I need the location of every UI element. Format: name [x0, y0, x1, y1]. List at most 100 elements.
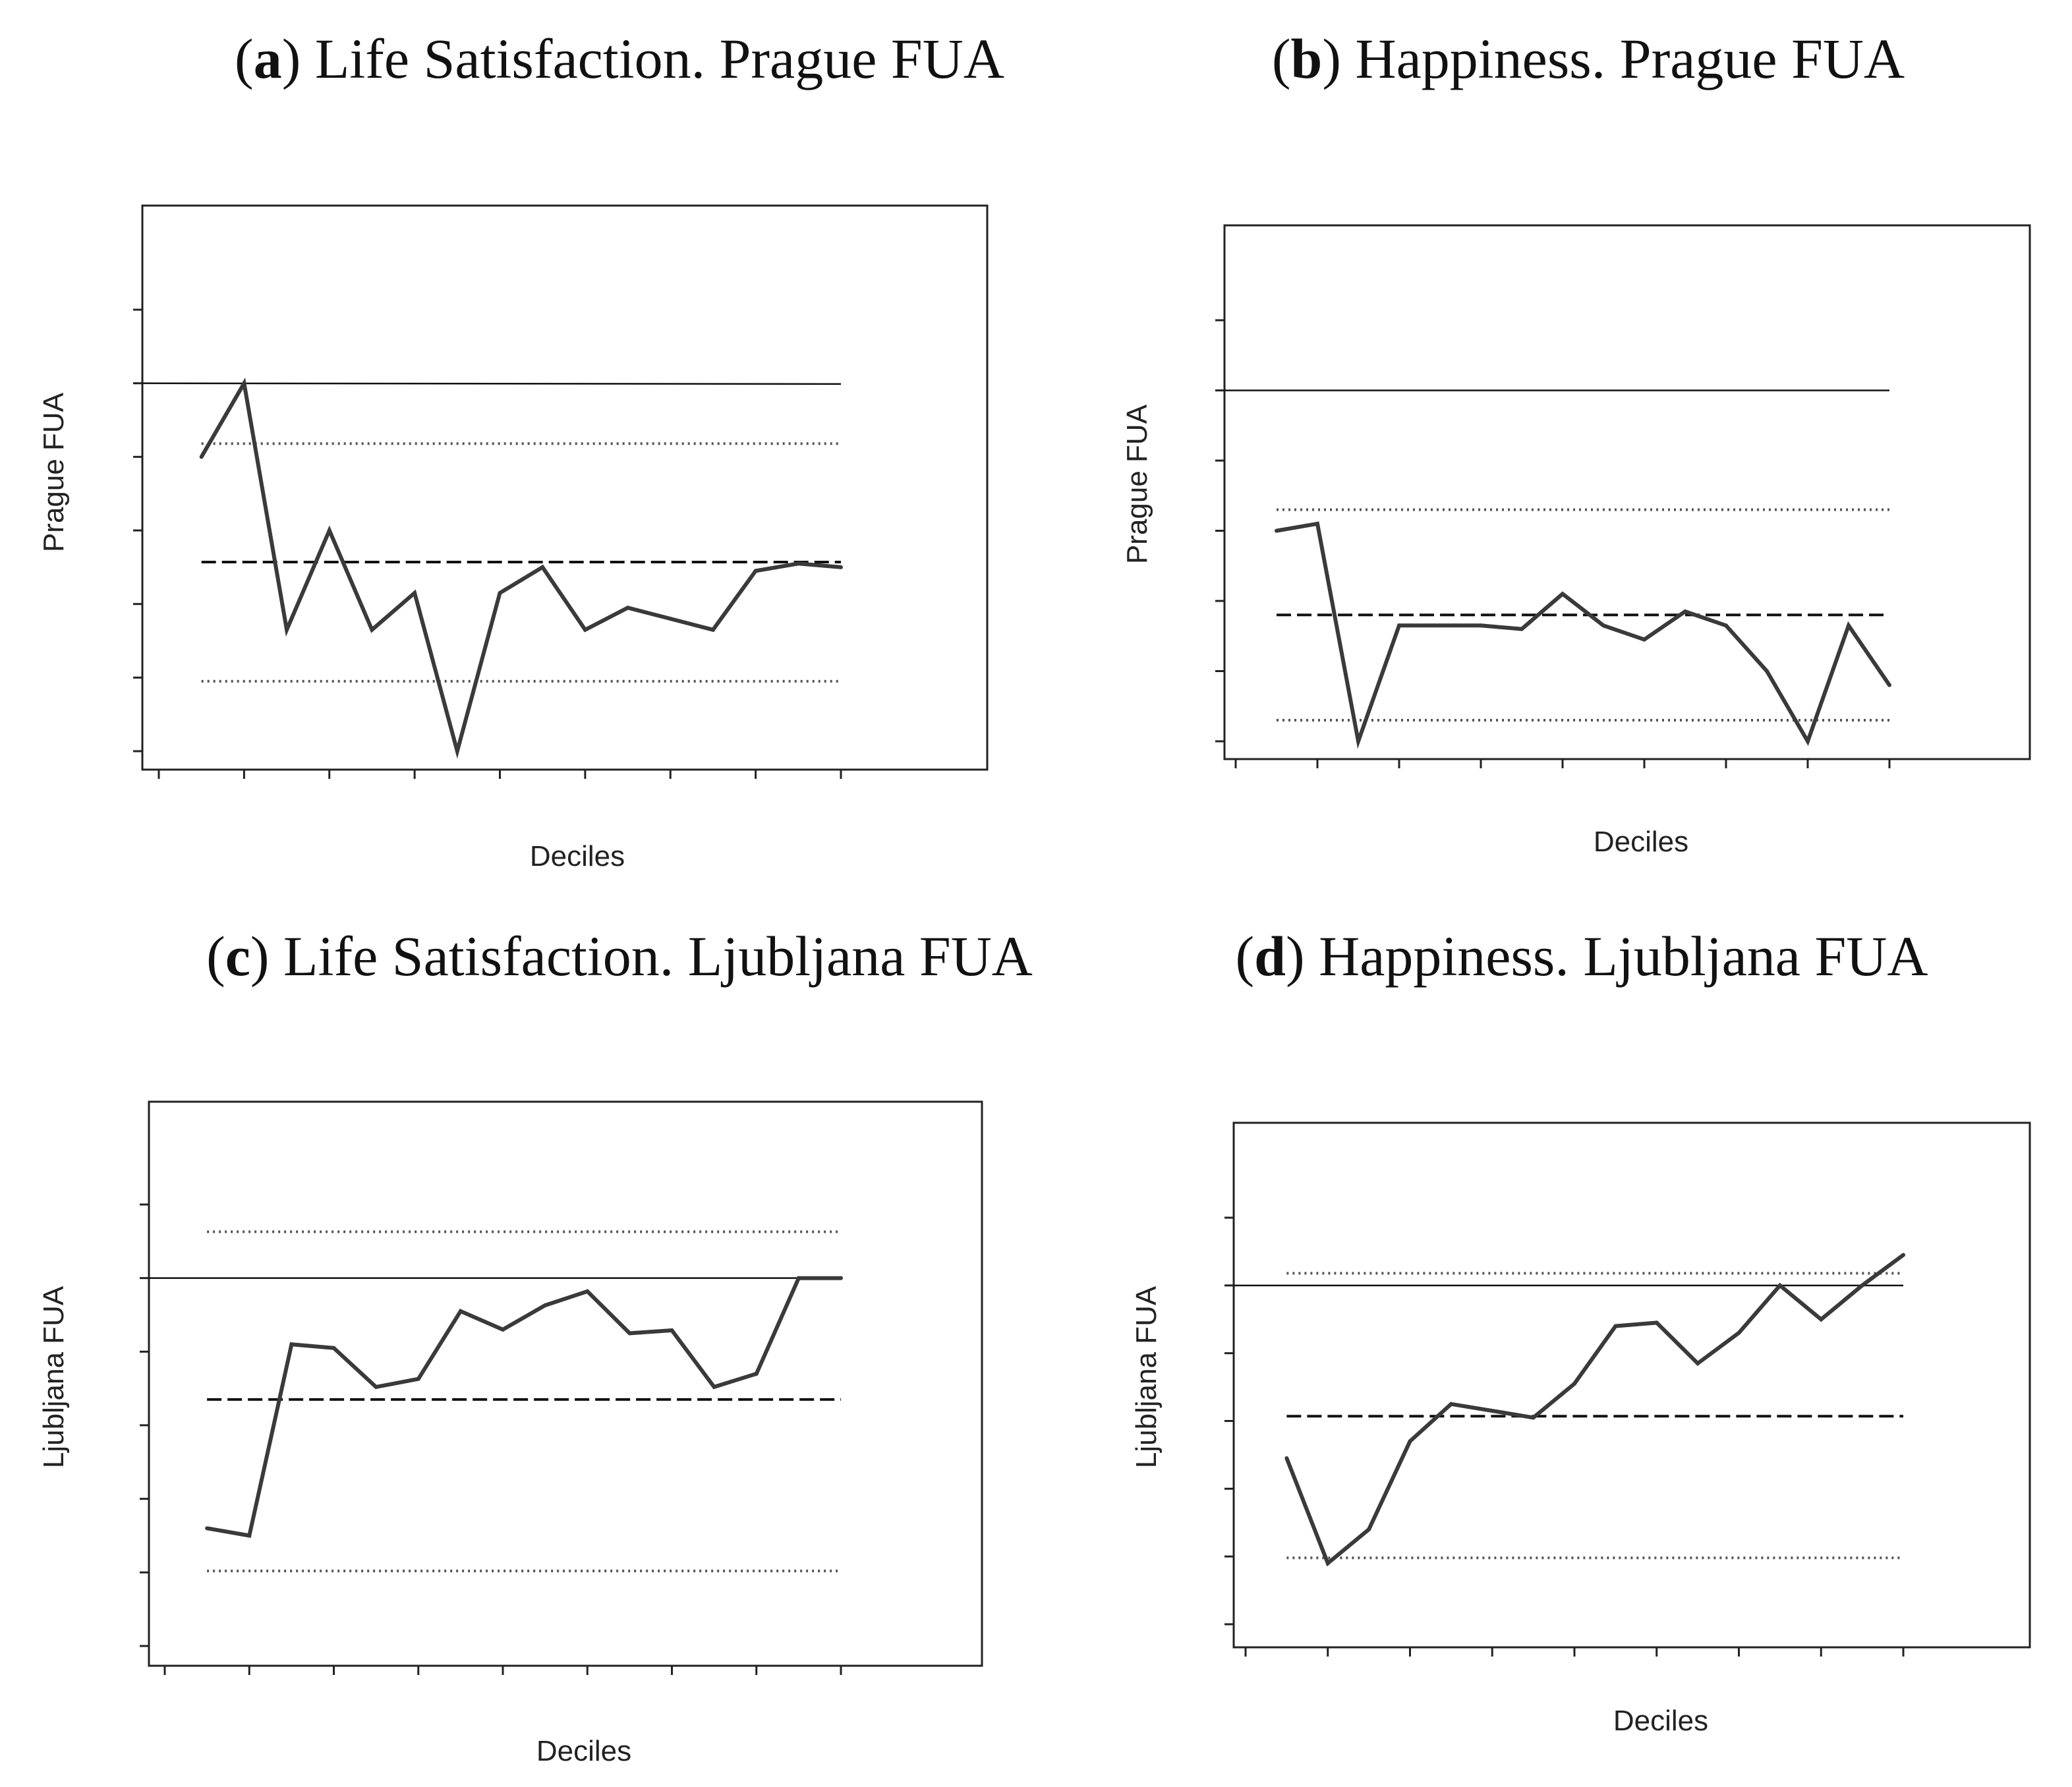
quantile-series-line [200, 378, 842, 759]
data-point [331, 1346, 336, 1350]
data-point [583, 627, 587, 632]
data-point [839, 565, 843, 569]
data-point [543, 1303, 548, 1307]
data-point [670, 1328, 674, 1332]
panel-d-plot [1224, 1121, 2031, 1657]
data-point [1683, 609, 1687, 613]
panel-d: (d) Happiness. Ljubljana FUA Deciles Lju… [1130, 924, 2031, 1737]
data-point [199, 455, 204, 459]
data-point [1696, 1361, 1700, 1366]
data-point [627, 1331, 632, 1336]
data-point [1356, 739, 1360, 743]
data-point [455, 749, 459, 753]
data-point [1601, 623, 1605, 628]
data-point [754, 1371, 759, 1376]
panel-b-ylabel: Prague FUA [1121, 404, 1153, 564]
data-point [796, 561, 801, 566]
quantile-series-line [206, 1276, 841, 1538]
data-point [1397, 623, 1401, 628]
data-point [1642, 637, 1646, 642]
data-point [1765, 669, 1769, 673]
data-point [585, 1289, 590, 1293]
data-point [1654, 1320, 1659, 1325]
panel-c-title: (c) Life Satisfaction. Ljubljana FUA [206, 924, 1033, 988]
data-point [1325, 1561, 1330, 1566]
data-point [205, 1526, 210, 1531]
data-point [285, 627, 289, 632]
data-point [1887, 683, 1891, 687]
panel-b-title-letter: b [1291, 27, 1323, 90]
data-point [374, 1384, 378, 1389]
data-point [327, 528, 331, 532]
data-point [1777, 1283, 1782, 1288]
data-point [1561, 592, 1565, 596]
data-point [289, 1342, 294, 1347]
data-point [413, 590, 417, 595]
data-point [625, 606, 630, 610]
data-point [796, 1276, 801, 1280]
data-point [498, 590, 502, 595]
panel-d-title: (d) Happiness. Ljubljana FUA [1236, 924, 1928, 988]
panel-a-title: (a) Life Satisfaction. Prague FUA [235, 27, 1004, 90]
data-point [1490, 1409, 1495, 1413]
data-point [1531, 1415, 1536, 1420]
panel-c-ylabel: Ljubljana FUA [38, 1286, 70, 1468]
data-point [1408, 1439, 1412, 1444]
data-point [1449, 1402, 1453, 1406]
panel-c-xlabel: Deciles [536, 1735, 631, 1767]
data-point [1847, 623, 1851, 628]
data-point [370, 627, 374, 632]
plot-frame [148, 1100, 983, 1667]
data-point [753, 569, 758, 573]
data-point [1724, 623, 1728, 628]
data-point [1572, 1381, 1576, 1386]
quantile-series-line [1284, 1253, 1905, 1567]
panel-d-title-text: Happiness. Ljubljana FUA [1319, 924, 1928, 988]
data-point [1901, 1253, 1905, 1257]
panel-a-title-text: Life Satisfaction. Prague FUA [315, 27, 1004, 90]
plot-frame [1232, 1121, 2031, 1649]
panel-b-title: (b) Happiness. Prague FUA [1272, 27, 1905, 90]
panel-a-plot [133, 204, 989, 779]
data-point [1737, 1330, 1741, 1335]
data-point [710, 627, 715, 632]
panel-b-xlabel: Deciles [1594, 826, 1688, 858]
panel-b: (b) Happiness. Prague FUA Deciles Prague… [1121, 27, 2031, 858]
panel-c: (c) Life Satisfaction. Ljubljana FUA Dec… [38, 924, 1033, 1767]
panel-d-xlabel: Deciles [1613, 1705, 1708, 1737]
data-point [1860, 1283, 1864, 1288]
data-point [712, 1384, 716, 1389]
panel-d-ylabel: Ljubljana FUA [1130, 1286, 1163, 1468]
data-point [501, 1327, 505, 1332]
data-point [1438, 623, 1442, 628]
data-point [1284, 1456, 1289, 1461]
data-point [242, 381, 246, 385]
data-point [1520, 627, 1524, 631]
panel-c-title-text: Life Satisfaction. Ljubljana FUA [283, 924, 1033, 988]
panel-d-title-letter: d [1254, 924, 1286, 988]
data-point [1806, 739, 1810, 743]
data-point [458, 1309, 463, 1313]
data-point [1479, 623, 1483, 628]
data-point [839, 1276, 843, 1280]
quantile-series-line [1276, 521, 1891, 749]
panel-a-xlabel: Deciles [530, 840, 625, 872]
panel-a-ylabel: Prague FUA [38, 392, 70, 552]
data-point [668, 617, 673, 621]
panel-c-title-letter: c [225, 924, 250, 988]
plot-frame [1223, 224, 2031, 760]
data-point [540, 565, 545, 569]
data-point [416, 1376, 420, 1381]
panel-a: (a) Life Satisfaction. Prague FUA Decile… [38, 27, 1004, 872]
zero-reference-line [142, 382, 842, 385]
plot-frame [141, 204, 989, 771]
data-point [1613, 1324, 1618, 1328]
data-point [1819, 1317, 1824, 1322]
panel-b-plot [1215, 224, 2031, 768]
panel-a-title-letter: a [254, 27, 282, 90]
data-point [247, 1533, 252, 1538]
panel-b-title-text: Happiness. Prague FUA [1355, 27, 1905, 90]
data-point [1275, 528, 1279, 533]
data-point [1367, 1527, 1371, 1532]
